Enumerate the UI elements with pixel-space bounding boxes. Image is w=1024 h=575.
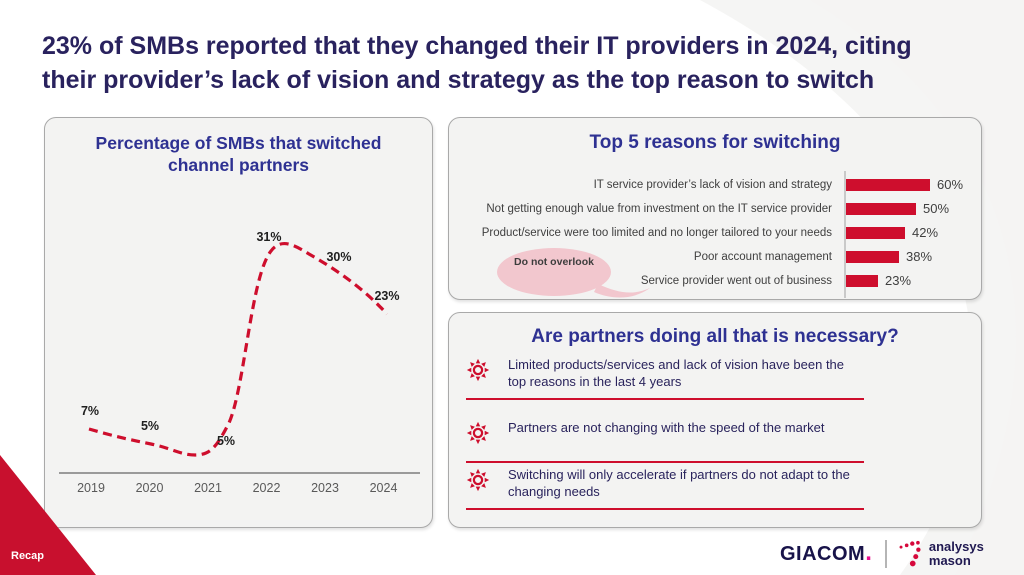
takeaway-item: Switching will only accelerate if partne…	[466, 467, 864, 511]
trend-line	[88, 242, 389, 457]
bar-category-label: Service provider went out of business	[640, 275, 832, 287]
giacom-logo: GIACOM.	[780, 540, 872, 566]
takeaways-title: Are partners doing all that is necessary…	[531, 326, 899, 347]
data-label: 30%	[326, 250, 352, 264]
bar-chart-panel: Top 5 reasons for switching IT service p…	[448, 117, 982, 300]
takeaway-item: Partners are not changing with the speed…	[466, 420, 864, 463]
line-chart-panel: Percentage of SMBs that switched channel…	[44, 117, 433, 528]
x-axis-tick: 2022	[252, 481, 281, 495]
bar-value-label: 38%	[906, 249, 933, 264]
takeaway-text: Limited products/services and lack of vi…	[508, 357, 845, 389]
bar-row: Not getting enough value from investment…	[449, 197, 981, 221]
sun-icon	[466, 421, 490, 445]
x-axis-tick: 2024	[369, 481, 398, 495]
bar-value-label: 60%	[937, 177, 964, 192]
bar	[846, 251, 899, 263]
line-chart-title: Percentage of SMBs that switched channel…	[95, 133, 382, 175]
bar-row: IT service provider’s lack of vision and…	[449, 173, 981, 197]
am-wordmark: analysys mason	[929, 540, 984, 568]
recap-label: Recap	[11, 550, 45, 562]
slide-title: 23% of SMBs reported that they changed t…	[42, 30, 1002, 97]
line-chart	[59, 242, 420, 474]
bar-category-label: IT service provider’s lack of vision and…	[593, 179, 832, 191]
data-label: 23%	[374, 289, 400, 303]
analysys-mason-logo: analysys mason	[898, 538, 984, 570]
bar	[846, 203, 916, 215]
giacom-wordmark: GIACOM	[780, 542, 866, 565]
am-dots-icon	[899, 540, 921, 567]
takeaway-text: Partners are not changing with the speed…	[508, 420, 825, 435]
data-label: 5%	[216, 434, 236, 448]
am-wordmark-line-1: analysys	[928, 539, 984, 555]
x-axis-tick: 2020	[135, 481, 164, 495]
logo-divider	[885, 540, 887, 568]
takeaways-panel: Are partners doing all that is necessary…	[448, 312, 982, 528]
speech-bubble-shape	[497, 248, 650, 298]
bar	[846, 275, 878, 287]
bar-row: Product/service were too limited and no …	[449, 221, 981, 245]
sun-icon	[466, 468, 490, 492]
bubble-label: Do not overlook	[514, 256, 594, 268]
bar-row: Poor account management 38%	[449, 245, 981, 269]
slide-title-line-2: their provider’s lack of vision and stra…	[42, 65, 875, 94]
bar-chart-title: Top 5 reasons for switching	[589, 132, 841, 153]
takeaway-item: Limited products/services and lack of vi…	[466, 357, 864, 401]
data-label: 7%	[80, 404, 100, 418]
x-axis-tick: 2021	[194, 481, 222, 495]
x-axis-tick: 2023	[311, 481, 339, 495]
bar	[846, 179, 930, 191]
bar-row: Service provider went out of business 23…	[449, 269, 981, 293]
slide-title-line-1: 23% of SMBs reported that they changed t…	[42, 32, 912, 60]
bar-axis-line	[844, 171, 846, 298]
bar-category-label: Poor account management	[693, 251, 832, 263]
sun-icon	[466, 358, 490, 382]
x-axis-tick: 2019	[77, 481, 105, 495]
bar-category-label: Product/service were too limited and no …	[481, 227, 832, 239]
bar	[846, 227, 905, 239]
bar-value-label: 50%	[923, 201, 950, 216]
giacom-dot: .	[865, 538, 873, 566]
bar-category-label: Not getting enough value from investment…	[486, 203, 832, 215]
data-label: 5%	[140, 419, 160, 433]
bar-value-label: 23%	[885, 273, 912, 288]
data-label: 31%	[256, 230, 282, 244]
do-not-overlook-bubble: Do not overlook	[494, 246, 654, 302]
bar-value-label: 42%	[912, 225, 939, 240]
footer-logos: GIACOM. analysys mason	[780, 536, 984, 572]
am-wordmark-line-2: mason	[928, 553, 971, 568]
takeaway-text: Switching will only accelerate if partne…	[508, 467, 850, 499]
